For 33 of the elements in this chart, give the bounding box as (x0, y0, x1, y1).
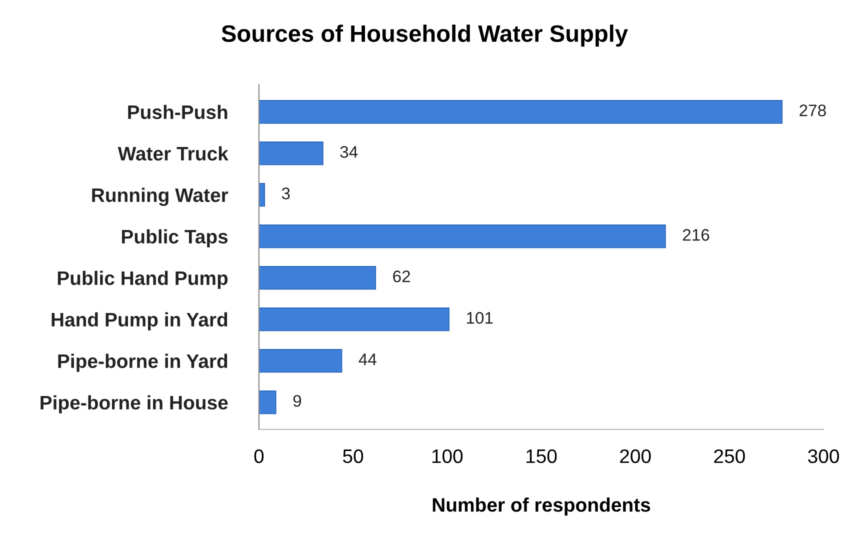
data-label: 278 (800, 104, 826, 116)
y-tick-label: Hand Pump in Yard (52, 312, 228, 330)
x-tick-label: 100 (432, 449, 463, 464)
data-label: 62 (393, 270, 410, 282)
bar (258, 224, 666, 248)
bar (258, 100, 783, 124)
bar (258, 183, 266, 207)
data-label: 216 (682, 229, 710, 241)
y-tick-label: Push-Push (128, 104, 228, 120)
x-tick-label: 200 (620, 449, 651, 464)
y-tick-label: Pipe-borne in House (40, 395, 228, 414)
x-tick-label: 50 (343, 449, 364, 464)
data-label: 44 (358, 354, 376, 366)
data-label: 34 (340, 146, 358, 158)
bar (258, 348, 342, 373)
bar (258, 390, 276, 414)
chart-title: Sources of Household Water Supply (222, 24, 628, 47)
bar (258, 142, 324, 166)
bar (258, 266, 376, 290)
y-tick-label: Running Water (92, 188, 228, 206)
x-axis-title: Number of respondents (432, 498, 650, 516)
x-tick-label: 300 (808, 449, 839, 464)
y-tick-label: Pipe-borne in Yard (58, 354, 228, 372)
y-tick-label: Water Truck (118, 146, 228, 161)
y-tick-label: Public Hand Pump (58, 270, 228, 289)
data-label: 3 (282, 188, 290, 200)
data-label: 101 (466, 312, 493, 324)
bar (258, 308, 450, 332)
x-tick-label: 150 (526, 449, 557, 464)
x-tick-label: 0 (254, 449, 264, 464)
y-tick-label: Public Taps (122, 229, 228, 248)
x-tick-label: 250 (714, 449, 745, 464)
data-label: 9 (293, 394, 302, 407)
